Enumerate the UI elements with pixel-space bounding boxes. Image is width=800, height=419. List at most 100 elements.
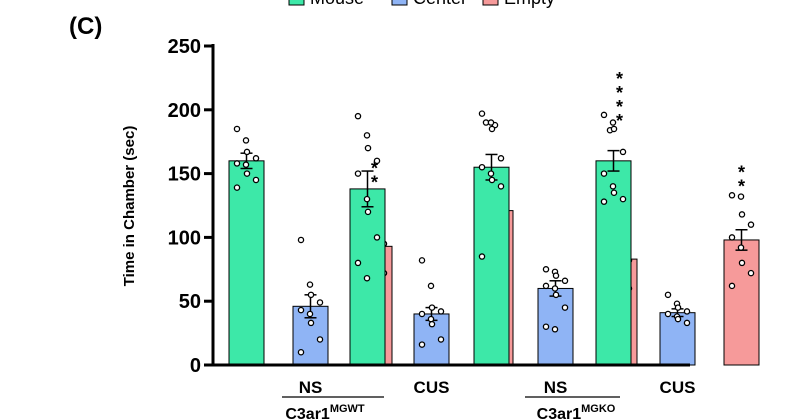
significance-star-0-0: *: [371, 159, 378, 179]
data-point-center-3-3: [683, 308, 691, 315]
legend: Mouse Center Empty: [288, 0, 555, 8]
data-point-center-2-8: [542, 323, 550, 330]
data-point-center-1-1: [427, 282, 435, 290]
condition-label-1: CUS: [414, 378, 450, 397]
data-point-empty-3-0: [728, 192, 736, 199]
data-point-mouse-1-8: [354, 259, 362, 267]
genotype-label-1: C3ar1MGKO: [537, 403, 616, 419]
significance-star-0-1: *: [371, 173, 378, 193]
y-axis: 0 50 100 150 200 250: [168, 36, 215, 377]
data-point-center-0-6: [307, 319, 315, 327]
data-point-mouse-3-6: [610, 189, 618, 196]
data-point-center-2-7: [561, 304, 569, 311]
data-point-mouse-1-1: [363, 132, 371, 139]
data-point-center-0-7: [316, 336, 324, 343]
panel-label: (C): [69, 13, 102, 40]
y-tick-label-0: 0: [190, 355, 201, 377]
data-point-mouse-3-7: [619, 195, 627, 203]
data-point-center-2-6: [552, 291, 560, 299]
data-point-center-1-0: [418, 257, 426, 264]
data-point-empty-3-5: [737, 244, 745, 251]
data-point-mouse-3-8: [600, 198, 608, 205]
data-point-center-2-2: [552, 272, 560, 279]
bar-mouse-0: [228, 160, 265, 366]
legend-swatch-empty: [482, 0, 499, 6]
data-point-center-2-0: [542, 266, 550, 273]
significance-star-2-3: *: [616, 111, 623, 131]
data-point-mouse-0-1: [242, 137, 250, 144]
data-point-mouse-0-4: [233, 160, 241, 167]
data-point-mouse-2-2: [488, 125, 496, 133]
data-point-center-0-4: [297, 306, 305, 314]
data-point-mouse-0-6: [243, 170, 251, 177]
data-point-mouse-2-5: [487, 170, 495, 177]
data-point-center-0-1: [306, 281, 314, 288]
data-point-mouse-1-5: [363, 195, 371, 203]
genotype-name-1: C3ar1: [537, 406, 582, 419]
data-point-mouse-0-7: [252, 176, 260, 184]
group-CUS-3: **: [595, 111, 760, 366]
data-point-center-1-7: [437, 336, 445, 343]
data-point-mouse-3-4: [600, 170, 608, 177]
data-point-empty-3-8: [728, 282, 736, 290]
genotype-label-0: C3ar1MGWT: [285, 403, 365, 419]
data-point-center-0-8: [297, 348, 305, 356]
data-point-center-1-5: [427, 315, 435, 323]
data-point-center-3-6: [674, 315, 682, 323]
legend-label-center: Center: [413, 0, 467, 8]
data-point-mouse-3-2: [610, 125, 618, 133]
significance-star-2-2: *: [616, 97, 623, 117]
data-point-center-1-3: [437, 308, 445, 315]
condition-label-0: NS: [299, 378, 323, 397]
data-point-mouse-3-1: [609, 119, 617, 126]
data-point-mouse-0-3: [252, 155, 260, 162]
condition-label-3: CUS: [660, 378, 696, 397]
legend-label-empty: Empty: [504, 0, 555, 8]
y-tick-label-100: 100: [168, 227, 201, 249]
data-point-center-1-6: [428, 320, 436, 328]
bar-empty-3: [723, 239, 760, 366]
data-point-mouse-3-5: [609, 183, 617, 190]
data-point-center-2-9: [551, 326, 559, 333]
data-point-mouse-2-6: [488, 176, 496, 184]
y-tick-label-50: 50: [179, 291, 201, 313]
data-point-empty-3-2: [738, 211, 746, 218]
data-point-empty-3-1: [737, 193, 745, 200]
data-point-center-1-8: [418, 341, 426, 348]
data-point-mouse-1-9: [363, 274, 371, 282]
data-point-center-1-4: [418, 310, 426, 318]
genotype-sup-0: MGWT: [330, 403, 365, 415]
data-point-mouse-2-1: [487, 119, 495, 126]
legend-label-mouse: Mouse: [310, 0, 364, 8]
data-point-mouse-2-4: [478, 163, 486, 171]
data-point-empty-3-6: [738, 259, 746, 267]
data-point-center-3-4: [664, 310, 672, 318]
data-point-mouse-2-0: [478, 110, 486, 117]
data-point-mouse-1-0: [354, 112, 362, 120]
legend-swatch-mouse: [288, 0, 305, 6]
data-point-mouse-0-8: [233, 184, 241, 191]
data-point-empty-3-4: [728, 234, 736, 241]
bars-layer: *********: [228, 69, 760, 366]
data-point-mouse-2-3: [497, 155, 505, 162]
data-point-center-2-5: [551, 285, 559, 292]
data-point-center-3-7: [683, 319, 691, 327]
data-point-mouse-1-7: [373, 234, 381, 241]
data-point-mouse-1-2: [364, 144, 372, 152]
significance-star-3-1: *: [738, 176, 745, 196]
data-point-mouse-1-3: [373, 157, 381, 165]
condition-label-2: NS: [544, 378, 568, 397]
data-point-mouse-3-3: [619, 148, 627, 156]
genotype-name-0: C3ar1: [285, 406, 330, 419]
significance-star-2-1: *: [616, 83, 623, 103]
data-point-mouse-1-4: [354, 170, 362, 177]
y-tick-label-200: 200: [168, 100, 201, 122]
data-point-mouse-3-0: [600, 111, 608, 119]
bar-mouse-2: [473, 166, 510, 366]
data-point-center-2-3: [561, 277, 569, 285]
data-point-empty-3-7: [747, 269, 755, 277]
data-point-center-3-2: [674, 304, 682, 311]
significance-star-3-0: *: [738, 162, 745, 182]
